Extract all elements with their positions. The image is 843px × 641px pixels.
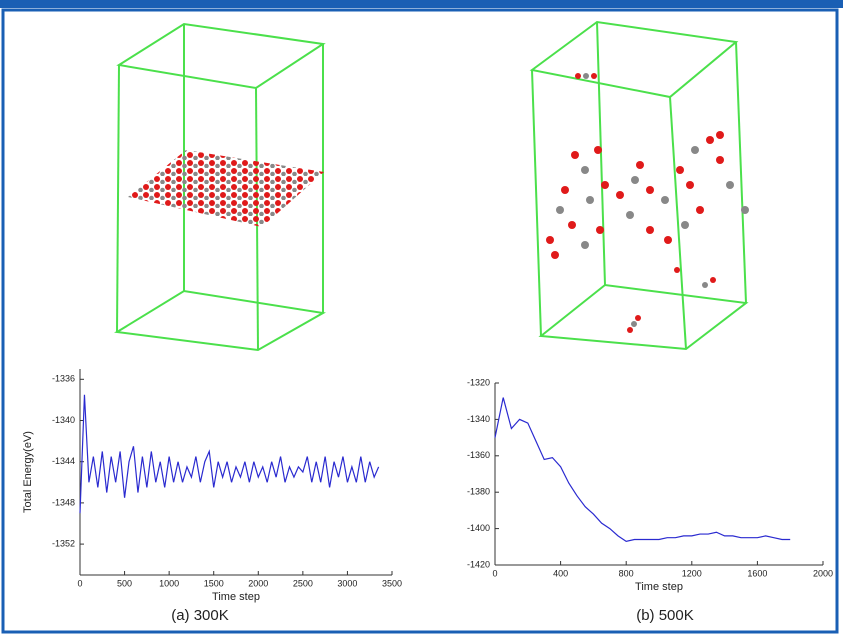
y-tick-label: -1352	[52, 538, 75, 548]
cell-b	[529, 20, 749, 351]
molecules	[546, 73, 749, 333]
y-tick-label: -1340	[52, 415, 75, 425]
y-tick-label: -1400	[467, 523, 490, 533]
y-tick-label: -1340	[467, 414, 490, 424]
x-tick-label: 500	[117, 578, 132, 588]
x-tick-label: 1200	[682, 568, 702, 578]
caption: (b) 500K	[636, 607, 694, 624]
x-tick-label: 3000	[337, 578, 357, 588]
caption: (a) 300K	[171, 607, 229, 624]
data-line	[494, 397, 791, 542]
y-tick-label: -1336	[52, 374, 75, 384]
x-tick-label: 1500	[204, 578, 224, 588]
y-tick-label: -1344	[52, 456, 75, 466]
x-tick-label: 0	[492, 568, 497, 578]
x-tick-label: 800	[619, 568, 634, 578]
y-tick-label: -1420	[467, 559, 490, 569]
graphene-sheet	[128, 150, 324, 227]
y-tick-label: -1348	[52, 497, 75, 507]
x-tick-label: 1000	[159, 578, 179, 588]
x-tick-label: 2500	[293, 578, 313, 588]
y-tick-label: -1320	[467, 377, 490, 387]
y-tick-label: -1360	[467, 450, 490, 460]
x-tick-label: 400	[553, 568, 568, 578]
top-bar	[0, 0, 843, 8]
y-axis-label: Total Energy(eV)	[22, 431, 34, 513]
x-tick-label: 0	[77, 578, 82, 588]
x-tick-label: 3500	[382, 578, 402, 588]
frame	[1, 8, 839, 634]
y-tick-label: -1380	[467, 487, 490, 497]
x-tick-label: 2000	[813, 568, 833, 578]
data-line	[79, 394, 380, 514]
x-axis-label: Time step	[635, 581, 683, 593]
x-tick-label: 1600	[747, 568, 767, 578]
x-axis-label: Time step	[212, 591, 260, 603]
x-tick-label: 2000	[248, 578, 268, 588]
